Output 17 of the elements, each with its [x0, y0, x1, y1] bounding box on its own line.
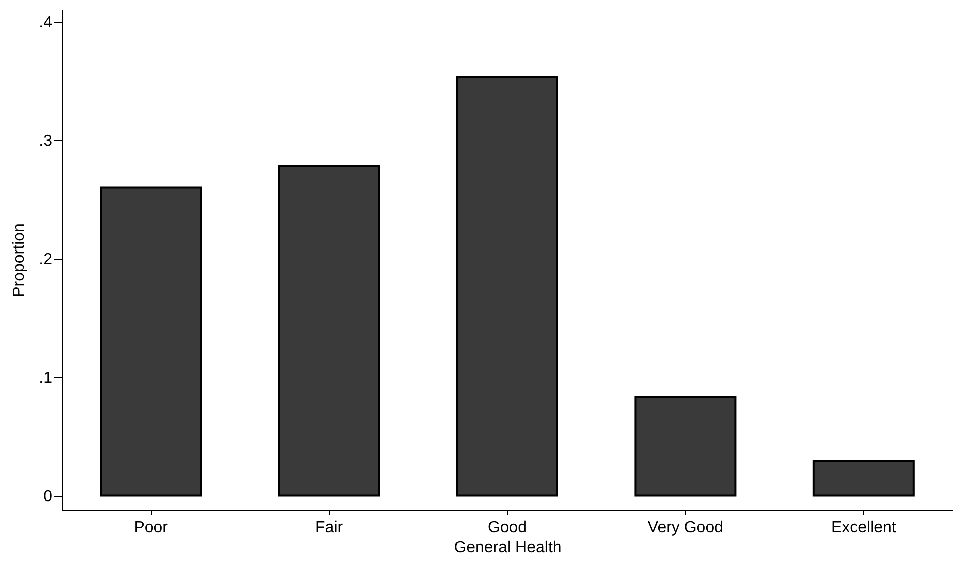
y-axis-title: Proportion: [11, 224, 28, 298]
bar: [812, 460, 915, 497]
x-tick-label: Fair: [316, 520, 344, 536]
bar: [634, 396, 737, 497]
y-tick-label: .2: [39, 251, 53, 268]
x-tick-label: Good: [488, 520, 528, 536]
y-tick-label: .3: [39, 132, 53, 150]
x-tick-label: Excellent: [831, 520, 897, 536]
x-tick-label: Very Good: [648, 520, 724, 536]
bar: [278, 165, 380, 497]
bar: [456, 76, 558, 497]
x-tick-label: Poor: [134, 520, 169, 536]
y-tick-label: .4: [39, 14, 53, 32]
bar: [100, 186, 202, 497]
y-tick-label: .1: [39, 370, 53, 387]
y-tick-label: 0: [44, 488, 53, 506]
x-axis-title: General Health: [454, 540, 562, 556]
